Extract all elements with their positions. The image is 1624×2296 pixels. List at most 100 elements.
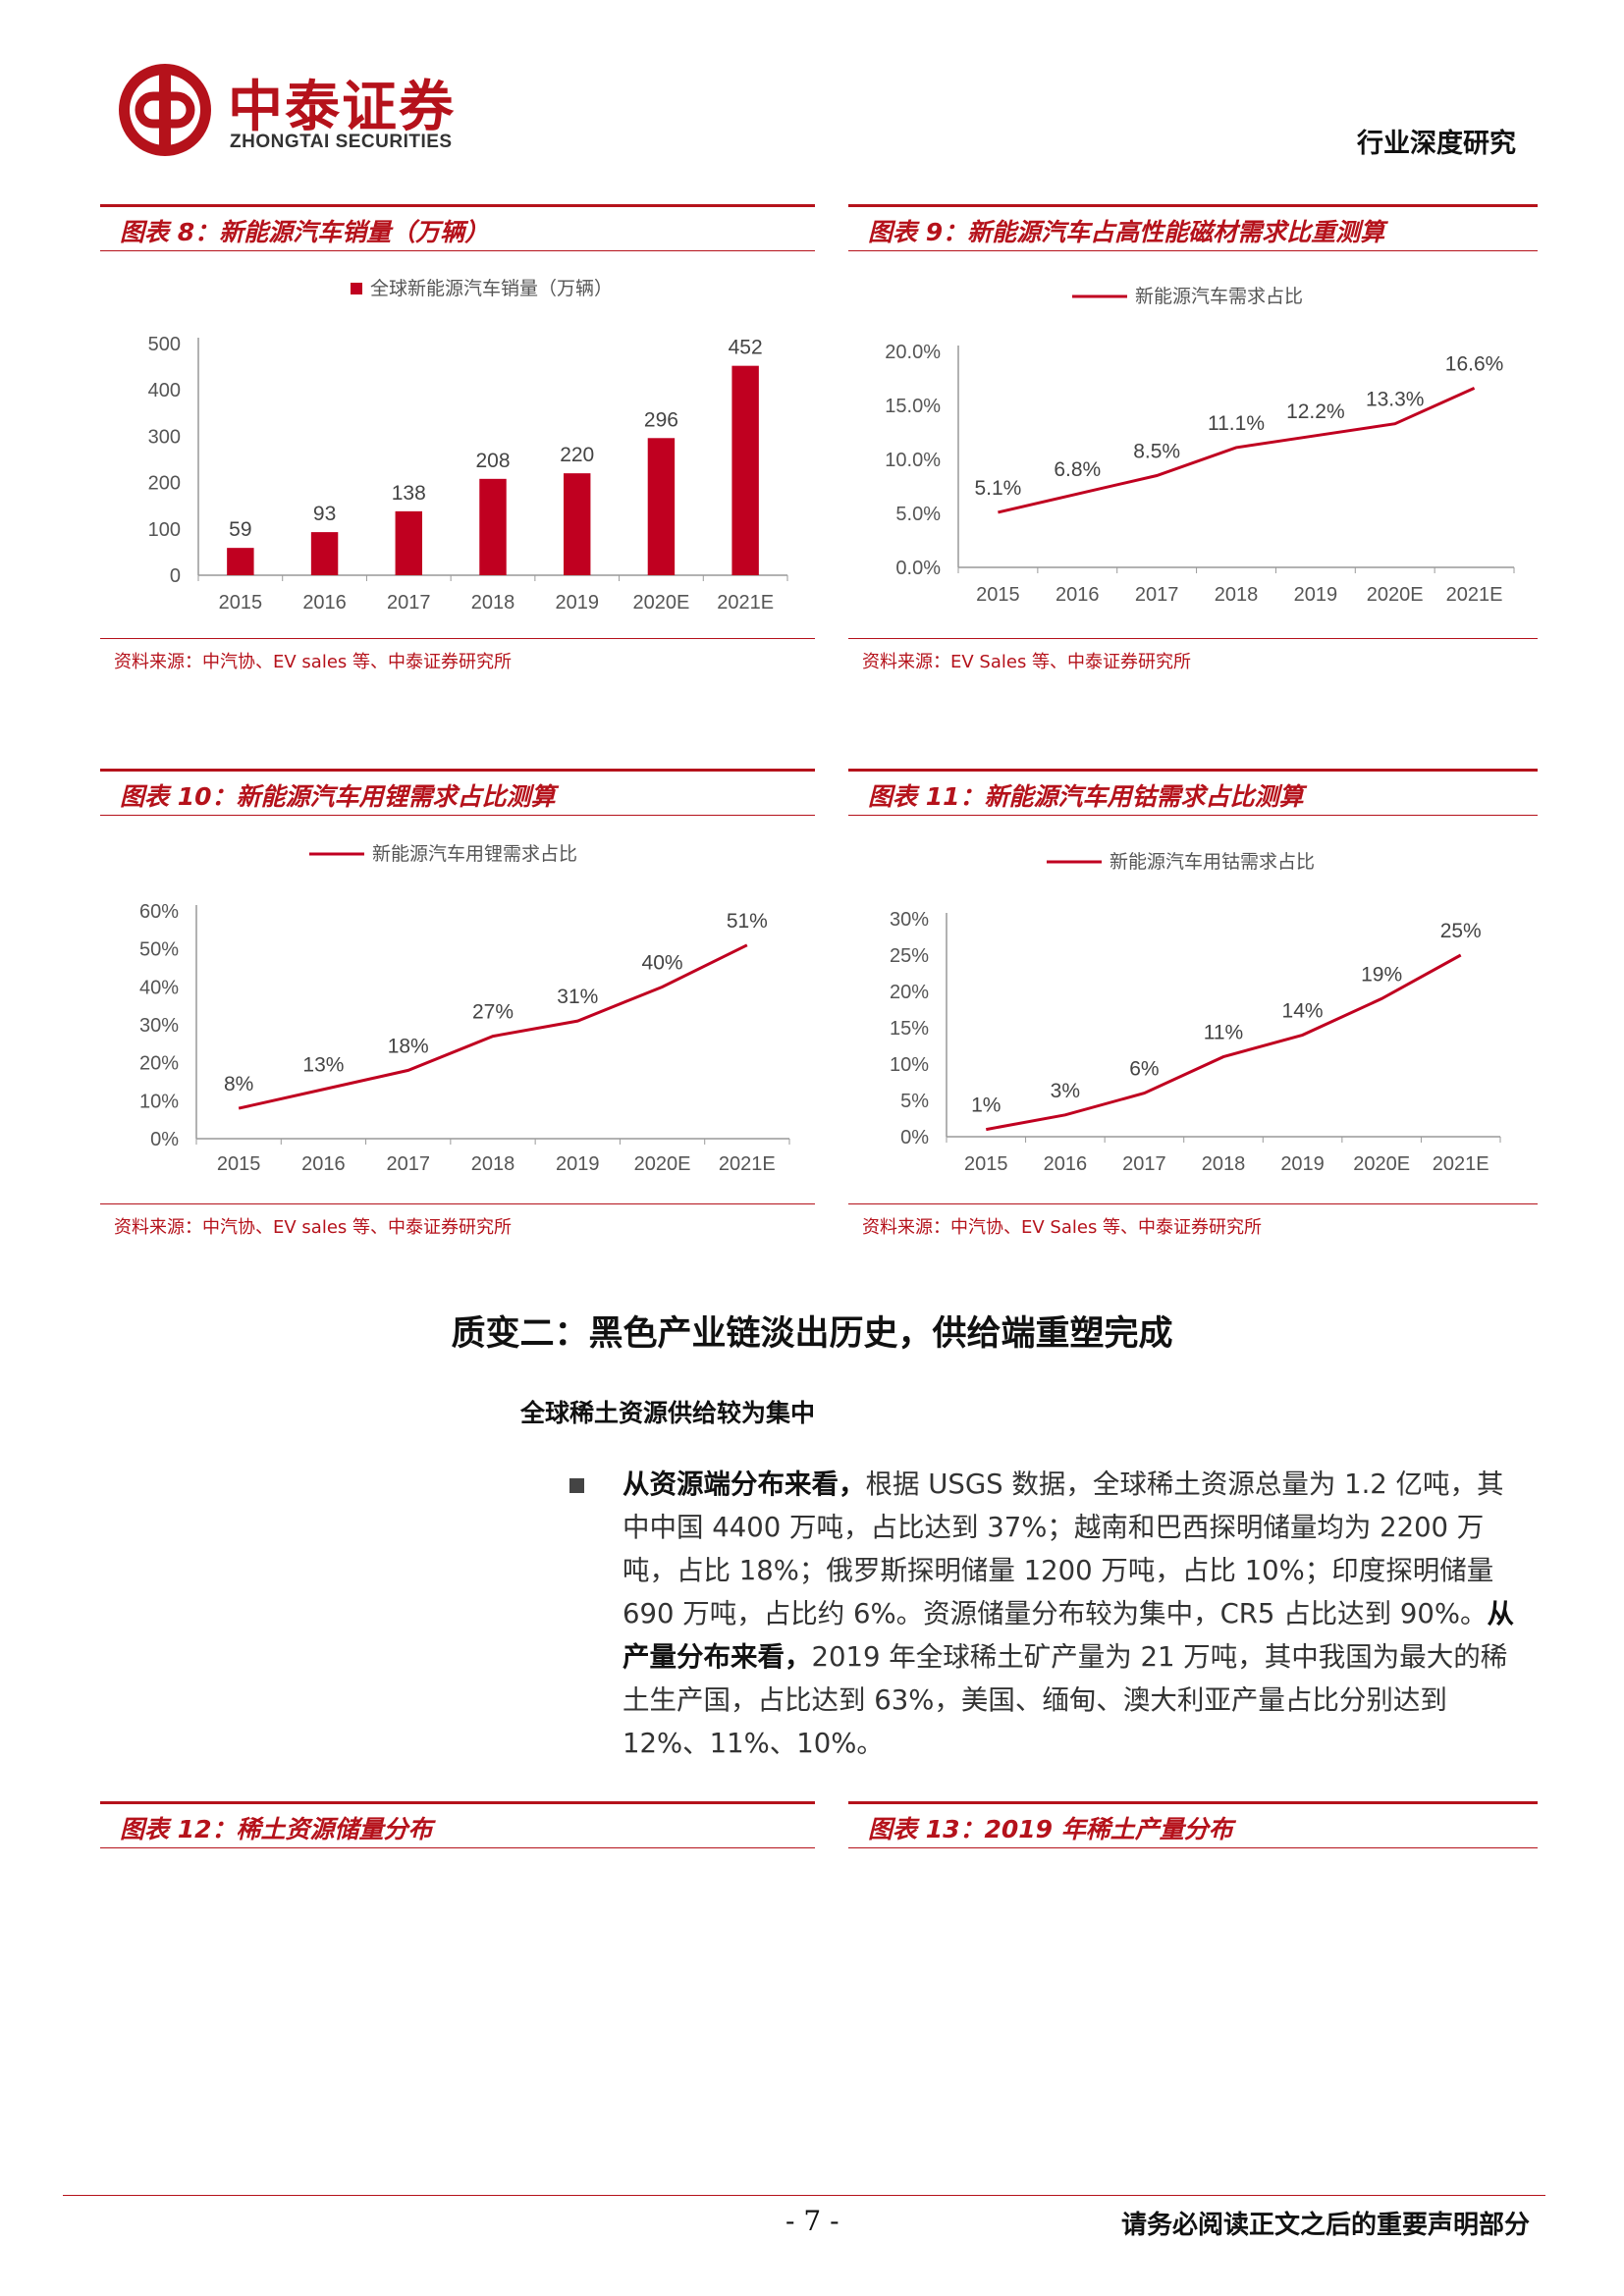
legend-label: 新能源汽车用钴需求占比: [1110, 851, 1315, 873]
y-tick-label: 300: [148, 426, 181, 448]
y-tick-label: 20%: [139, 1053, 179, 1075]
para-lead-2: 从产量分布来看，: [623, 1598, 1515, 1673]
data-label: 3%: [1051, 1080, 1080, 1102]
figure-13-header: 图表 13：2019 年稀土产量分布: [848, 1801, 1538, 1848]
figure-11-title: 图表 11：新能源汽车用钴需求占比测算: [868, 782, 1304, 811]
x-tick-label: 2021E: [1433, 1153, 1489, 1175]
y-tick-label: 30%: [139, 1015, 179, 1037]
page-number: - 7 -: [785, 2205, 839, 2237]
data-label: 220: [560, 444, 594, 466]
series-line: [998, 387, 1476, 514]
y-tick-label: 20.0%: [885, 342, 941, 363]
legend-swatch: [351, 283, 362, 294]
data-label: 19%: [1361, 963, 1402, 986]
figure-10-header: 图表 10：新能源汽车用锂需求占比测算: [100, 769, 815, 816]
data-label: 25%: [1440, 920, 1482, 942]
bullet-square-icon: [569, 1478, 584, 1493]
data-label: 296: [644, 408, 678, 431]
y-tick-label: 15.0%: [885, 396, 941, 417]
legend-label: 新能源汽车用锂需求占比: [372, 843, 577, 865]
data-label: 18%: [388, 1035, 429, 1057]
data-label: 6%: [1129, 1058, 1159, 1081]
data-label: 14%: [1282, 999, 1324, 1022]
data-label: 11.1%: [1208, 412, 1265, 435]
y-tick-label: 0.0%: [895, 558, 941, 579]
data-label: 11%: [1204, 1022, 1243, 1044]
y-tick-label: 30%: [890, 909, 929, 931]
x-tick-label: 2020E: [1353, 1153, 1410, 1175]
x-tick-label: 2018: [471, 1153, 515, 1175]
x-tick-label: 2019: [1294, 584, 1338, 606]
data-label: 59: [229, 518, 251, 541]
series-line: [986, 953, 1462, 1132]
x-tick-label: 2016: [1044, 1153, 1088, 1175]
figure-8-header: 图表 8：新能源汽车销量（万辆）: [100, 204, 815, 251]
data-label: 452: [729, 337, 763, 359]
company-name-en: ZHONGTAI SECURITIES: [230, 132, 453, 152]
cobalt-demand-line-chart: 0% 5% 10% 15% 20% 25% 30% 2015 2016 2017 2018 2019 2…: [890, 851, 1501, 1175]
y-tick-label: 5%: [900, 1091, 929, 1112]
figure-8-title: 图表 8：新能源汽车销量（万辆）: [120, 218, 490, 246]
bar: [479, 478, 507, 575]
data-label: 12.2%: [1286, 400, 1345, 423]
section-subtitle: 全球稀土资源供给较为集中: [520, 1399, 816, 1427]
figure-13-title: 图表 13：2019 年稀土产量分布: [868, 1815, 1233, 1843]
x-tick-label: 2016: [302, 592, 347, 614]
data-label: 8%: [224, 1073, 253, 1095]
x-tick-label: 2018: [1202, 1153, 1246, 1175]
figure-11-header: 图表 11：新能源汽车用钴需求占比测算: [848, 769, 1538, 816]
x-tick-label: 2015: [976, 584, 1020, 606]
data-label: 6.8%: [1054, 458, 1101, 481]
x-tick-label: 2021E: [719, 1153, 776, 1175]
x-tick-label: 2020E: [634, 1153, 691, 1175]
y-tick-label: 0: [170, 565, 181, 587]
x-tick-label: 2017: [387, 592, 431, 614]
y-tick-label: 10%: [890, 1054, 929, 1076]
para-lead-1: 从资源端分布来看，: [623, 1468, 866, 1500]
figure-9-source: 资料来源：EV Sales 等、中泰证券研究所: [862, 652, 1192, 672]
company-name-cn: 中泰证券: [228, 76, 456, 139]
y-tick-label: 500: [148, 334, 181, 355]
bar: [310, 532, 339, 575]
data-label: 51%: [727, 910, 768, 933]
x-tick-label: 2020E: [1367, 584, 1424, 606]
x-tick-label: 2020E: [633, 592, 690, 614]
sales-bar-chart: 0 100 200 300 400 500 2015 2016 2017 2018 2019 2020…: [148, 278, 788, 614]
data-label: 5.1%: [974, 477, 1021, 500]
bar: [731, 365, 759, 575]
bar: [564, 473, 591, 575]
figure-10-bottom-line: [100, 1203, 815, 1204]
figure-9-title: 图表 9：新能源汽车占高性能磁材需求比重测算: [868, 218, 1385, 246]
magnet-demand-line-chart: 0.0% 5.0% 10.0% 15.0% 20.0% 2015 2016 2017 2018 2…: [885, 286, 1515, 606]
para-text-1: 根据 USGS 数据，全球稀土资源总量为 1.2 亿吨，其中中国 4400 万吨…: [623, 1468, 1504, 1629]
x-tick-label: 2015: [217, 1153, 261, 1175]
y-tick-label: 15%: [890, 1018, 929, 1040]
y-tick-label: 100: [148, 519, 181, 541]
x-tick-label: 2017: [1135, 584, 1179, 606]
figure-11-source: 资料来源：中汽协、EV Sales 等、中泰证券研究所: [862, 1217, 1263, 1238]
y-tick-label: 50%: [139, 939, 179, 961]
legend-label: 全球新能源汽车销量（万辆）: [370, 278, 613, 299]
report-type: 行业深度研究: [1357, 129, 1516, 159]
figure-12-header: 图表 12：稀土资源储量分布: [100, 1801, 815, 1848]
data-label: 93: [313, 503, 336, 525]
legend-label: 新能源汽车需求占比: [1135, 286, 1303, 307]
figure-10-title: 图表 10：新能源汽车用锂需求占比测算: [120, 782, 556, 811]
company-logo-icon: [116, 61, 214, 159]
footer-disclaimer: 请务必阅读正文之后的重要声明部分: [1120, 2211, 1530, 2240]
y-tick-label: 40%: [139, 977, 179, 998]
y-tick-label: 200: [148, 473, 181, 495]
y-tick-label: 10%: [139, 1091, 179, 1112]
data-label: 138: [392, 482, 426, 505]
x-tick-label: 2016: [301, 1153, 346, 1175]
x-tick-label: 2015: [219, 592, 263, 614]
section-title: 质变二：黑色产业链淡出历史，供给端重塑完成: [451, 1313, 1173, 1354]
body-paragraph: 从资源端分布来看，根据 USGS 数据，全球稀土资源总量为 1.2 亿吨，其中中…: [623, 1463, 1526, 1765]
x-tick-label: 2018: [471, 592, 515, 614]
x-tick-label: 2017: [386, 1153, 430, 1175]
y-tick-label: 5.0%: [895, 504, 941, 525]
data-label: 8.5%: [1133, 441, 1180, 463]
data-label: 40%: [642, 951, 683, 974]
bar: [395, 510, 422, 575]
figure-12-title: 图表 12：稀土资源储量分布: [120, 1815, 433, 1843]
